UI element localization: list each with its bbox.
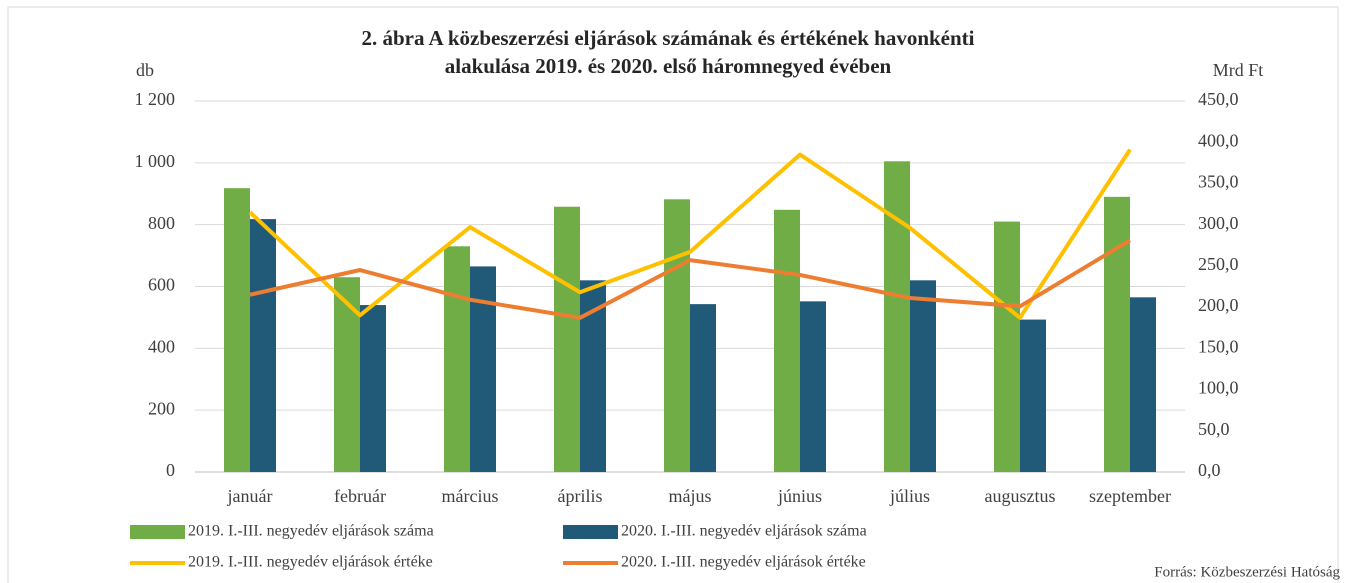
y-tick-label: 400	[148, 336, 175, 356]
x-tick-label: január	[227, 486, 273, 506]
bar	[774, 209, 800, 472]
y-tick-label: 0	[166, 460, 175, 480]
x-tick-label: augusztus	[985, 486, 1056, 506]
bar	[884, 161, 910, 472]
y2-tick-label: 150,0	[1198, 336, 1239, 356]
bar	[470, 266, 496, 472]
bar	[554, 206, 580, 473]
y2-axis-label: Mrd Ft	[1213, 60, 1264, 80]
bar	[1130, 297, 1156, 472]
legend-label: 2019. I.-III. negyedév eljárások értéke	[188, 554, 433, 571]
chart-border	[7, 6, 1339, 583]
y-tick-label: 1 000	[135, 151, 176, 171]
y-tick-label: 800	[148, 213, 175, 233]
bar	[994, 221, 1020, 472]
y-axis-label: db	[136, 60, 154, 80]
y2-tick-label: 300,0	[1198, 213, 1239, 233]
legend-label: 2020. I.-III. negyedév eljárások száma	[621, 523, 867, 540]
bar	[1104, 196, 1130, 472]
y2-tick-label: 350,0	[1198, 172, 1239, 192]
bar	[360, 305, 386, 472]
x-tick-label: május	[669, 486, 712, 506]
x-tick-label: szeptember	[1089, 486, 1171, 506]
bar	[444, 246, 470, 472]
line-series	[248, 148, 1132, 320]
legend-label: 2020. I.-III. negyedév eljárások értéke	[621, 554, 866, 571]
bar	[910, 280, 936, 472]
x-tick-label: április	[558, 486, 603, 506]
y2-tick-label: 50,0	[1198, 419, 1230, 439]
x-tick-label: július	[889, 486, 930, 506]
chart-title: alakulása 2019. és 2020. első háromnegye…	[445, 54, 892, 78]
x-tick-label: február	[334, 486, 386, 506]
x-tick-label: március	[442, 486, 499, 506]
y-tick-label: 200	[148, 398, 175, 418]
x-tick-label: június	[777, 486, 822, 506]
y2-tick-label: 200,0	[1198, 295, 1239, 315]
y2-tick-label: 400,0	[1198, 130, 1239, 150]
bar	[250, 219, 276, 472]
legend-swatch	[563, 525, 618, 539]
y-tick-label: 600	[148, 275, 175, 295]
chart-title: 2. ábra A közbeszerzési eljárások számán…	[361, 26, 974, 50]
y-tick-label: 1 200	[135, 89, 176, 109]
y2-tick-label: 100,0	[1198, 378, 1239, 398]
y2-tick-label: 450,0	[1198, 89, 1239, 109]
legend-label: 2019. I.-III. negyedév eljárások száma	[188, 523, 434, 540]
source-note: Forrás: Közbeszerzési Hatóság	[1154, 564, 1340, 580]
bar	[1020, 319, 1046, 472]
bar	[224, 188, 250, 472]
line-series	[249, 238, 1132, 320]
bar	[664, 199, 690, 472]
bar	[800, 301, 826, 472]
legend-swatch	[130, 525, 185, 539]
bar	[690, 304, 716, 472]
bar	[334, 277, 360, 472]
y2-tick-label: 250,0	[1198, 254, 1239, 274]
y2-tick-label: 0,0	[1198, 460, 1221, 480]
